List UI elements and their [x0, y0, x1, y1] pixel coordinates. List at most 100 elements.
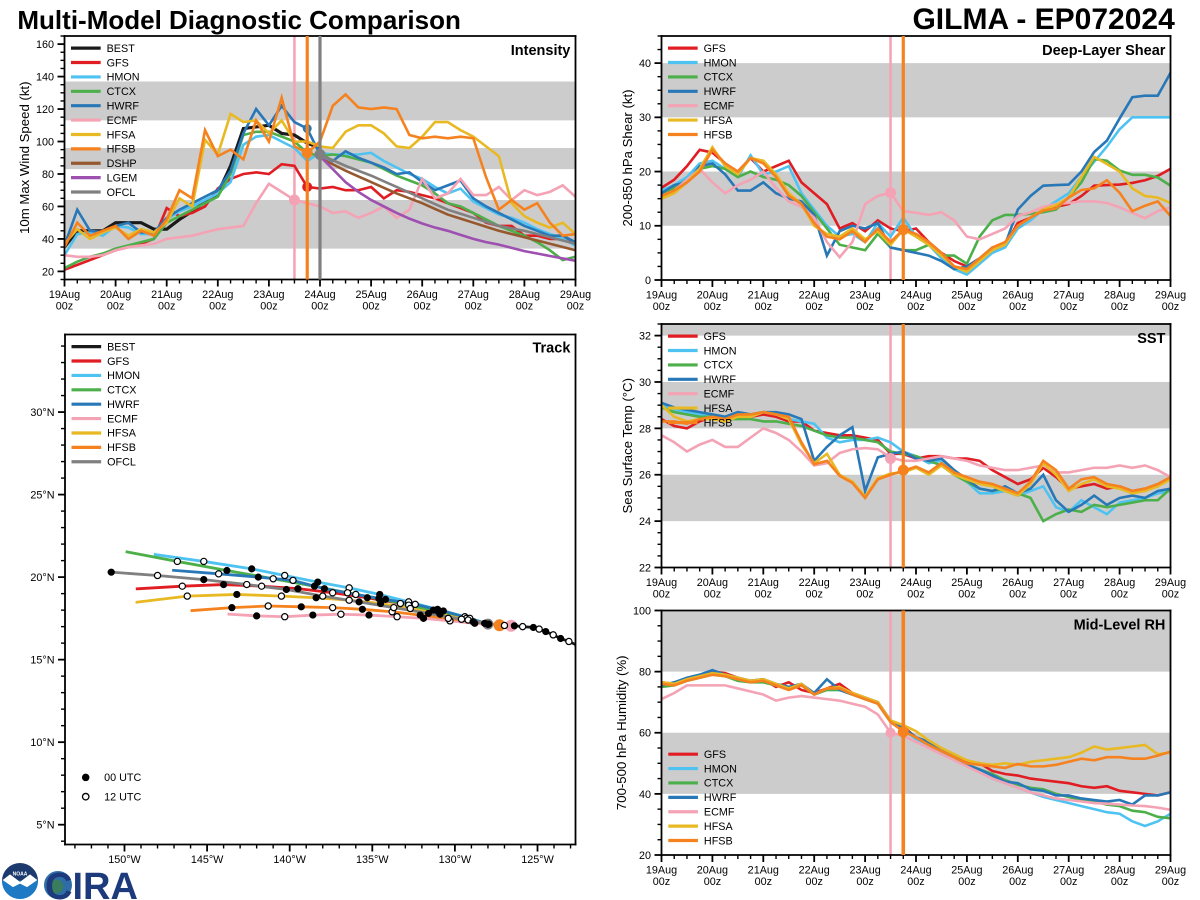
svg-text:19Aug: 19Aug — [646, 289, 677, 301]
svg-text:25Aug: 25Aug — [951, 577, 982, 589]
svg-text:23Aug: 23Aug — [849, 864, 880, 876]
svg-text:26Aug: 26Aug — [1002, 289, 1033, 301]
svg-text:25°N: 25°N — [30, 490, 54, 502]
svg-text:HWRF: HWRF — [107, 100, 140, 112]
svg-text:21Aug: 21Aug — [748, 289, 779, 301]
svg-text:21Aug: 21Aug — [748, 864, 779, 876]
svg-text:00z: 00z — [1111, 876, 1128, 888]
svg-text:ECMF: ECMF — [107, 115, 138, 127]
svg-text:HWRF: HWRF — [704, 374, 737, 386]
svg-text:20Aug: 20Aug — [100, 289, 131, 301]
svg-text:00z: 00z — [755, 876, 772, 888]
svg-text:00z: 00z — [805, 588, 822, 600]
svg-text:00z: 00z — [1060, 301, 1077, 313]
svg-text:29Aug: 29Aug — [1155, 864, 1186, 876]
svg-text:60: 60 — [639, 728, 651, 740]
svg-text:32: 32 — [639, 331, 651, 343]
svg-text:00z: 00z — [1111, 588, 1128, 600]
svg-text:00z: 00z — [805, 301, 822, 313]
svg-text:SST: SST — [1137, 331, 1165, 347]
svg-text:00z: 00z — [907, 876, 924, 888]
svg-text:26: 26 — [639, 470, 651, 482]
svg-text:19Aug: 19Aug — [49, 289, 80, 301]
svg-text:30: 30 — [639, 112, 651, 124]
svg-text:26Aug: 26Aug — [1002, 577, 1033, 589]
svg-text:00z: 00z — [704, 876, 721, 888]
svg-text:28Aug: 28Aug — [1104, 864, 1135, 876]
svg-text:20: 20 — [42, 266, 54, 278]
svg-text:Mid-Level RH: Mid-Level RH — [1074, 618, 1166, 634]
svg-text:125°W: 125°W — [521, 854, 554, 866]
svg-text:29Aug: 29Aug — [1155, 289, 1186, 301]
svg-text:27Aug: 27Aug — [1053, 577, 1084, 589]
svg-text:BEST: BEST — [107, 341, 136, 353]
svg-text:27Aug: 27Aug — [1053, 289, 1084, 301]
svg-text:HFSB: HFSB — [704, 129, 733, 141]
svg-text:22: 22 — [639, 562, 651, 574]
svg-text:HMON: HMON — [107, 370, 140, 382]
svg-text:25Aug: 25Aug — [951, 289, 982, 301]
svg-text:OFCL: OFCL — [107, 457, 136, 469]
svg-text:30: 30 — [639, 377, 651, 389]
svg-text:HMON: HMON — [704, 57, 737, 69]
svg-text:100: 100 — [633, 605, 651, 617]
svg-text:HMON: HMON — [704, 763, 737, 775]
svg-text:24Aug: 24Aug — [900, 864, 931, 876]
svg-text:GFS: GFS — [107, 356, 129, 368]
svg-text:HFSA: HFSA — [704, 821, 734, 833]
svg-text:LGEM: LGEM — [107, 172, 138, 184]
svg-text:26Aug: 26Aug — [1002, 864, 1033, 876]
svg-text:25Aug: 25Aug — [951, 864, 982, 876]
svg-text:00z: 00z — [958, 301, 975, 313]
svg-text:00z: 00z — [856, 876, 873, 888]
svg-text:HFSA: HFSA — [107, 428, 137, 440]
svg-text:130°W: 130°W — [439, 854, 472, 866]
svg-text:ECMF: ECMF — [704, 100, 735, 112]
svg-text:28: 28 — [639, 423, 651, 435]
svg-text:140°W: 140°W — [273, 854, 306, 866]
svg-text:135°W: 135°W — [356, 854, 389, 866]
svg-text:OFCL: OFCL — [107, 187, 136, 199]
svg-text:25Aug: 25Aug — [355, 289, 386, 301]
svg-text:20Aug: 20Aug — [697, 577, 728, 589]
svg-text:00z: 00z — [856, 301, 873, 313]
svg-text:BEST: BEST — [107, 43, 136, 55]
svg-text:00z: 00z — [958, 588, 975, 600]
svg-text:00z: 00z — [209, 300, 226, 312]
svg-text:150°W: 150°W — [108, 854, 141, 866]
svg-text:Sea Surface Temp (°C): Sea Surface Temp (°C) — [620, 378, 635, 514]
svg-text:GILMA - EP072024: GILMA - EP072024 — [912, 3, 1175, 36]
svg-text:00z: 00z — [958, 876, 975, 888]
svg-text:23Aug: 23Aug — [849, 577, 880, 589]
svg-text:GFS: GFS — [704, 331, 726, 343]
svg-text:00z: 00z — [567, 300, 584, 312]
svg-text:700-500 hPa Humidity (%): 700-500 hPa Humidity (%) — [614, 655, 629, 810]
svg-text:00z: 00z — [907, 588, 924, 600]
svg-text:00z: 00z — [704, 301, 721, 313]
svg-text:00z: 00z — [1162, 301, 1179, 313]
svg-text:NOAA: NOAA — [13, 871, 28, 877]
svg-text:GFS: GFS — [704, 43, 726, 55]
svg-text:CTCX: CTCX — [704, 72, 733, 84]
svg-text:80: 80 — [639, 667, 651, 679]
svg-text:10m Max Wind Speed (kt): 10m Max Wind Speed (kt) — [17, 82, 32, 234]
svg-text:00z: 00z — [856, 588, 873, 600]
svg-text:27Aug: 27Aug — [458, 289, 489, 301]
svg-text:20Aug: 20Aug — [697, 864, 728, 876]
svg-text:40: 40 — [42, 234, 54, 246]
svg-text:27Aug: 27Aug — [1053, 864, 1084, 876]
svg-text:00z: 00z — [1009, 876, 1026, 888]
svg-text:CIRA: CIRA — [45, 866, 138, 900]
svg-text:22Aug: 22Aug — [799, 864, 830, 876]
svg-text:00z: 00z — [311, 300, 328, 312]
svg-text:24Aug: 24Aug — [900, 289, 931, 301]
svg-text:00z: 00z — [362, 300, 379, 312]
svg-text:200-850 hPa Shear (kt): 200-850 hPa Shear (kt) — [620, 89, 635, 226]
svg-text:24Aug: 24Aug — [900, 577, 931, 589]
svg-text:CTCX: CTCX — [107, 86, 136, 98]
svg-text:00z: 00z — [465, 300, 482, 312]
svg-text:20Aug: 20Aug — [697, 289, 728, 301]
svg-text:00z: 00z — [1162, 876, 1179, 888]
svg-text:00z: 00z — [1111, 301, 1128, 313]
svg-text:00z: 00z — [907, 301, 924, 313]
